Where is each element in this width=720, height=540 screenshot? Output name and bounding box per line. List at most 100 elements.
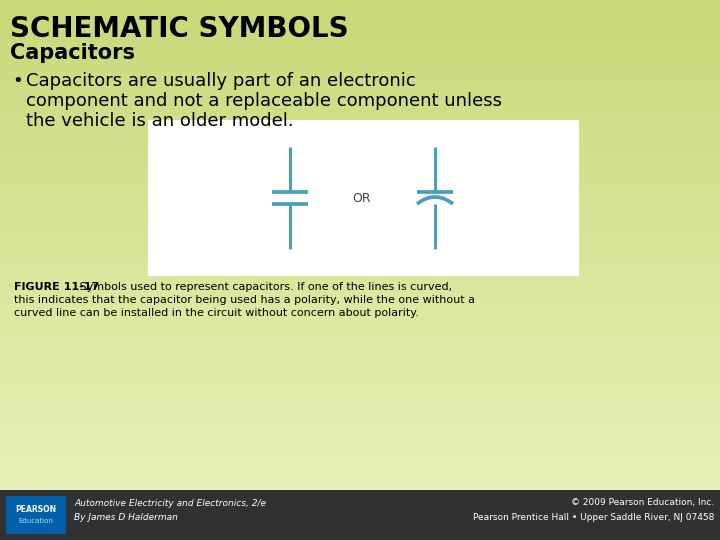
Bar xyxy=(0,109,720,117)
Bar xyxy=(0,336,720,343)
Bar xyxy=(0,146,720,153)
Bar xyxy=(0,72,720,79)
Bar xyxy=(0,360,720,368)
Bar xyxy=(0,391,720,398)
Bar xyxy=(0,134,720,141)
Bar xyxy=(0,30,720,37)
Bar xyxy=(0,238,720,245)
Bar xyxy=(0,226,720,233)
Bar xyxy=(0,158,720,165)
Bar xyxy=(0,422,720,429)
Text: this indicates that the capacitor being used has a polarity, while the one witho: this indicates that the capacitor being … xyxy=(14,295,475,305)
Bar xyxy=(0,348,720,355)
Text: •: • xyxy=(12,72,23,90)
Bar xyxy=(0,11,720,18)
Bar xyxy=(0,471,720,478)
Text: Automotive Electricity and Electronics, 2/e: Automotive Electricity and Electronics, … xyxy=(74,498,266,508)
Bar xyxy=(0,262,720,269)
Bar xyxy=(0,244,720,251)
Bar xyxy=(0,17,720,24)
Bar xyxy=(0,305,720,312)
Bar xyxy=(0,379,720,386)
Text: Capacitors: Capacitors xyxy=(10,43,135,63)
Bar xyxy=(0,403,720,410)
Bar xyxy=(0,140,720,147)
Bar xyxy=(0,66,720,73)
Text: the vehicle is an older model.: the vehicle is an older model. xyxy=(26,112,294,130)
Text: By James D Halderman: By James D Halderman xyxy=(74,514,178,523)
Text: FIGURE 11-17: FIGURE 11-17 xyxy=(14,282,99,292)
Bar xyxy=(0,250,720,257)
Bar xyxy=(0,367,720,374)
Bar xyxy=(0,490,720,540)
Bar xyxy=(0,213,720,220)
Bar xyxy=(0,483,720,490)
Text: © 2009 Pearson Education, Inc.: © 2009 Pearson Education, Inc. xyxy=(571,498,714,508)
Bar xyxy=(0,268,720,275)
Bar xyxy=(0,79,720,86)
Bar xyxy=(0,281,720,288)
Bar xyxy=(0,373,720,380)
Bar xyxy=(0,275,720,282)
Bar xyxy=(0,342,720,349)
Bar xyxy=(0,409,720,416)
Bar xyxy=(0,434,720,441)
Bar xyxy=(0,385,720,392)
Bar xyxy=(0,428,720,435)
Bar xyxy=(0,219,720,227)
Bar xyxy=(0,36,720,43)
Bar xyxy=(0,458,720,465)
Bar xyxy=(0,122,720,129)
Bar xyxy=(0,256,720,264)
Bar xyxy=(0,127,720,135)
Bar xyxy=(0,299,720,306)
Bar xyxy=(0,446,720,453)
Bar xyxy=(0,330,720,337)
Text: OR: OR xyxy=(353,192,372,205)
Bar xyxy=(0,91,720,98)
Bar xyxy=(148,120,578,275)
Bar xyxy=(0,97,720,104)
Bar xyxy=(0,0,720,6)
Bar xyxy=(0,323,720,330)
Bar xyxy=(0,195,720,202)
Text: curved line can be installed in the circuit without concern about polarity.: curved line can be installed in the circ… xyxy=(14,308,419,318)
Bar xyxy=(0,464,720,471)
Bar xyxy=(0,60,720,68)
Text: SCHEMATIC SYMBOLS: SCHEMATIC SYMBOLS xyxy=(10,15,348,43)
Text: Capacitors are usually part of an electronic: Capacitors are usually part of an electr… xyxy=(26,72,415,90)
Bar xyxy=(0,312,720,319)
Bar xyxy=(0,189,720,196)
Bar xyxy=(0,164,720,172)
Bar xyxy=(0,415,720,423)
Bar xyxy=(0,116,720,123)
Bar xyxy=(6,496,66,534)
Bar xyxy=(0,183,720,190)
Bar xyxy=(0,24,720,31)
Bar xyxy=(0,318,720,325)
Text: Symbols used to represent capacitors. If one of the lines is curved,: Symbols used to represent capacitors. If… xyxy=(76,282,452,292)
Bar xyxy=(0,293,720,300)
Text: component and not a replaceable component unless: component and not a replaceable componen… xyxy=(26,92,502,110)
Bar xyxy=(0,48,720,55)
Bar xyxy=(0,103,720,110)
Text: Pearson Prentice Hall • Upper Saddle River, NJ 07458: Pearson Prentice Hall • Upper Saddle Riv… xyxy=(472,514,714,523)
Bar xyxy=(0,207,720,214)
Bar xyxy=(0,54,720,61)
Text: PEARSON: PEARSON xyxy=(15,504,57,514)
Bar xyxy=(0,5,720,12)
Bar xyxy=(0,177,720,184)
Bar xyxy=(0,232,720,239)
Bar xyxy=(0,85,720,92)
Bar xyxy=(0,287,720,294)
Bar xyxy=(0,171,720,178)
Bar xyxy=(0,354,720,361)
Bar xyxy=(0,42,720,49)
Bar xyxy=(0,440,720,447)
Bar xyxy=(0,397,720,404)
Bar xyxy=(0,477,720,484)
Bar xyxy=(0,201,720,208)
Text: Education: Education xyxy=(19,518,53,524)
Bar xyxy=(0,453,720,460)
Bar xyxy=(0,152,720,159)
